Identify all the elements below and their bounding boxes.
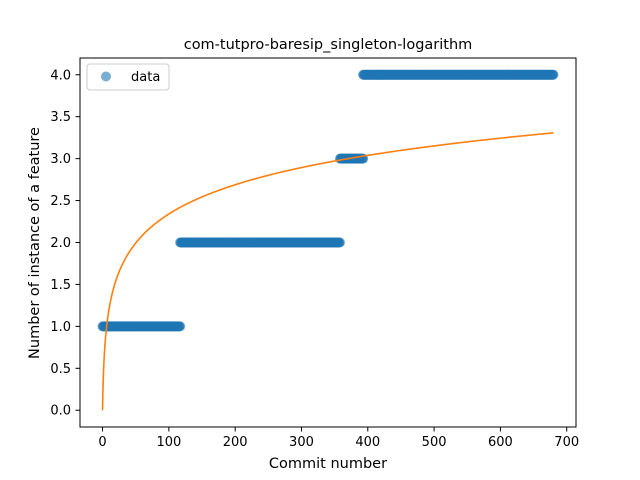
y-tick-label-1: 1.0	[50, 320, 71, 335]
plot-data-layer	[97, 69, 559, 411]
x-tick-label-200: 200	[223, 435, 248, 450]
x-tick-label-500: 500	[422, 435, 447, 450]
x-tick-label-700: 700	[554, 435, 579, 450]
y-axis-label: Number of instance of a feature	[27, 127, 43, 359]
x-axis-label: Commit number	[269, 456, 387, 472]
y-tick-label-0: 0.0	[50, 404, 71, 419]
y-tick-label-2: 2.0	[50, 236, 71, 251]
fit-line	[101, 132, 554, 411]
y-tick-label-3: 3.0	[50, 152, 71, 167]
x-tick-label-100: 100	[156, 435, 181, 450]
legend: data	[86, 63, 170, 91]
data-point-1-358	[334, 237, 345, 248]
data-point-0-117	[175, 321, 186, 332]
legend-marker-data	[101, 71, 111, 82]
axes-layer: 0 100 200 300 400 500 600 700 0.0 0.5 1.0 1.5 2.0 2.5…	[50, 57, 579, 450]
y-tick-label-3.5: 3.5	[50, 110, 71, 125]
data-point-3-680	[548, 69, 559, 80]
legend-box	[86, 63, 170, 91]
y-tick-label-4: 4.0	[50, 68, 71, 83]
legend-label-data: data	[131, 70, 160, 85]
y-tick-label-2.5: 2.5	[50, 194, 71, 209]
x-tick-label-400: 400	[355, 435, 380, 450]
x-tick-label-0: 0	[98, 435, 106, 450]
x-tick-label-600: 600	[488, 435, 513, 450]
y-tick-label-1.5: 1.5	[50, 278, 71, 293]
y-tick-label-0.5: 0.5	[50, 362, 71, 377]
chart-title: com-tutpro-baresip_singleton-logarithm	[184, 37, 473, 53]
x-tick-label-300: 300	[289, 435, 314, 450]
